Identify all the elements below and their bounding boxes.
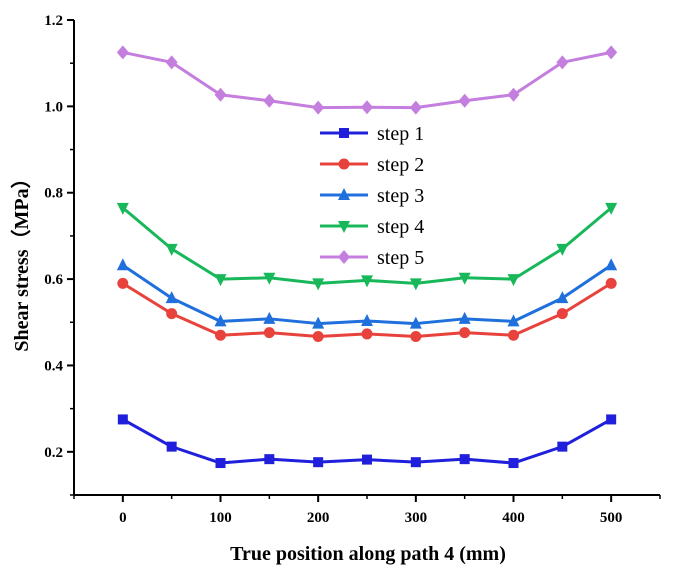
data-point bbox=[263, 94, 275, 108]
y-tick-label: 0.8 bbox=[44, 186, 63, 202]
data-point bbox=[264, 327, 275, 338]
y-axis-label: Shear stress（MPa） bbox=[10, 168, 33, 351]
data-point bbox=[166, 291, 178, 303]
data-point bbox=[118, 414, 128, 424]
data-point bbox=[460, 454, 470, 464]
data-point bbox=[117, 258, 129, 270]
x-tick-label: 200 bbox=[307, 510, 330, 526]
data-point bbox=[508, 330, 519, 341]
data-point bbox=[557, 442, 567, 452]
y-tick-label: 0.4 bbox=[44, 358, 63, 374]
legend-item: step 4 bbox=[320, 216, 424, 238]
axes: 0 100 200 300 400 500 0.2 0.4 0.6 0.8 1.0 1.2 bbox=[44, 13, 660, 526]
data-point bbox=[166, 55, 178, 69]
x-tick-label: 300 bbox=[405, 510, 428, 526]
data-point bbox=[556, 55, 568, 69]
legend-item: step 3 bbox=[320, 185, 424, 207]
data-point bbox=[410, 101, 422, 115]
data-point bbox=[117, 45, 129, 59]
legend-label: step 4 bbox=[377, 216, 424, 238]
x-tick-label: 500 bbox=[600, 510, 623, 526]
legend-marker bbox=[338, 250, 350, 264]
data-point bbox=[117, 278, 128, 289]
x-tick-label: 100 bbox=[209, 510, 232, 526]
data-point bbox=[605, 45, 617, 59]
legend-marker bbox=[339, 128, 349, 138]
y-tick-label: 1.2 bbox=[44, 13, 63, 29]
legend-label: step 3 bbox=[377, 185, 424, 207]
series-line bbox=[123, 208, 611, 284]
data-point bbox=[411, 457, 421, 467]
data-point bbox=[361, 100, 373, 114]
series-1 bbox=[118, 414, 616, 468]
x-tick-label: 400 bbox=[502, 510, 525, 526]
data-point bbox=[313, 331, 324, 342]
y-tick-label: 0.2 bbox=[44, 445, 63, 461]
data-point bbox=[216, 458, 226, 468]
legend-item: step 5 bbox=[320, 247, 424, 269]
legend-label: step 5 bbox=[377, 247, 424, 269]
data-point bbox=[459, 327, 470, 338]
data-point bbox=[215, 330, 226, 341]
data-point bbox=[459, 94, 471, 108]
data-point bbox=[312, 101, 324, 115]
data-point bbox=[508, 88, 520, 102]
legend-label: step 2 bbox=[377, 154, 424, 176]
series-5 bbox=[117, 45, 617, 114]
data-point bbox=[605, 258, 617, 270]
data-point bbox=[509, 458, 519, 468]
x-axis-label: True position along path 4 (mm) bbox=[230, 543, 506, 565]
data-point bbox=[410, 331, 421, 342]
y-tick-label: 0.6 bbox=[44, 272, 63, 288]
legend-item: step 2 bbox=[320, 154, 424, 176]
data-point bbox=[606, 278, 617, 289]
data-point bbox=[362, 328, 373, 339]
series-4 bbox=[117, 203, 617, 291]
series-2 bbox=[117, 278, 616, 342]
line-chart: 0 100 200 300 400 500 0.2 0.4 0.6 0.8 1.0 1.2 step … bbox=[0, 0, 673, 578]
legend: step 1 step 2 step 3 step 4 step 5 bbox=[320, 123, 424, 269]
y-tick-label: 1.0 bbox=[44, 99, 63, 115]
legend-item: step 1 bbox=[320, 123, 424, 145]
x-tick-label: 0 bbox=[119, 510, 127, 526]
data-point bbox=[313, 457, 323, 467]
data-point bbox=[556, 291, 568, 303]
series-line bbox=[123, 52, 611, 107]
data-point bbox=[264, 454, 274, 464]
data-point bbox=[557, 308, 568, 319]
legend-marker bbox=[339, 159, 350, 170]
data-point bbox=[362, 455, 372, 465]
data-point bbox=[606, 414, 616, 424]
series-3 bbox=[117, 258, 617, 328]
data-point bbox=[166, 308, 177, 319]
data-point bbox=[167, 442, 177, 452]
data-point bbox=[215, 88, 227, 102]
legend-label: step 1 bbox=[377, 123, 424, 145]
